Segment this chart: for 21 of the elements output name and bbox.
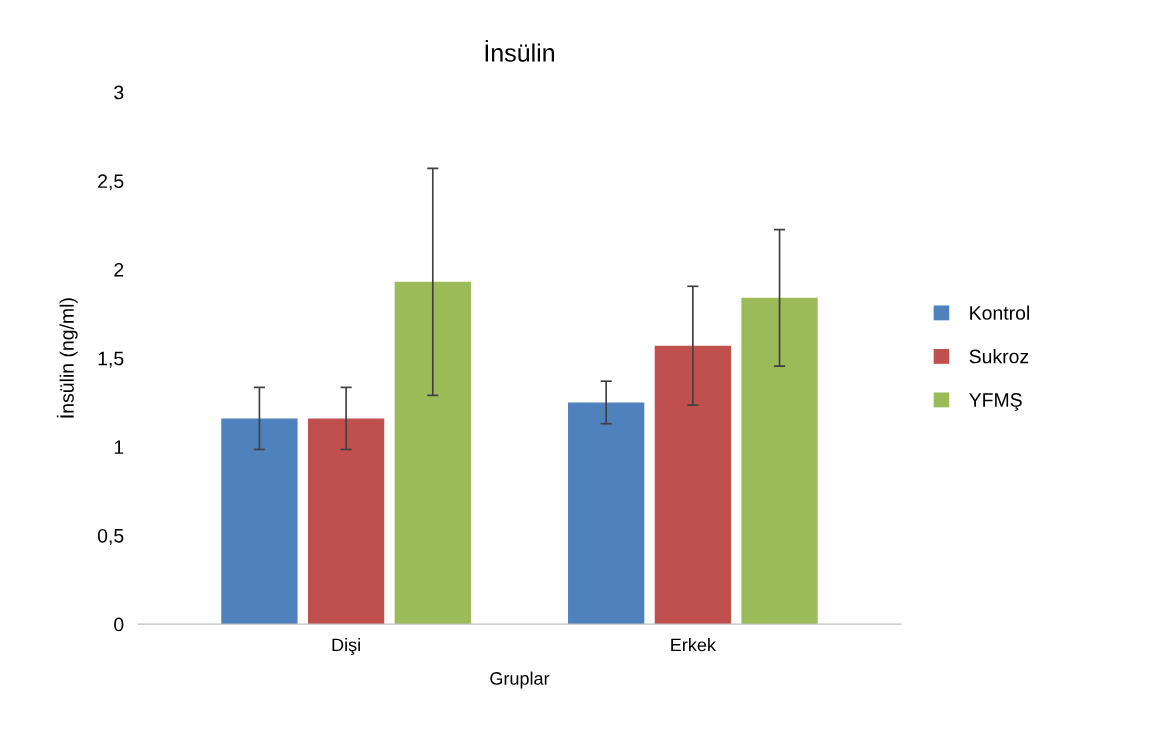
y-axis-title: İnsülin (ng/ml) (56, 298, 78, 418)
x-tick-label: Erkek (671, 638, 716, 652)
legend-label: Sukroz (969, 349, 1029, 364)
bar (307, 418, 385, 625)
bar (741, 297, 818, 625)
y-tick-label: 2,5 (98, 174, 124, 191)
bar (568, 402, 645, 625)
chart-title: İnsülin (485, 39, 554, 62)
y-tick-label: 2 (114, 262, 124, 277)
x-axis-title: Gruplar (490, 671, 550, 689)
y-tick-label: 0 (114, 617, 124, 632)
y-tick-label: 1,5 (98, 351, 124, 368)
bar (221, 418, 298, 625)
legend-label: Kontrol (970, 305, 1029, 320)
bar (654, 345, 731, 625)
bar (394, 281, 471, 625)
y-tick-label: 3 (114, 85, 124, 100)
y-tick-label: 0,5 (97, 528, 124, 545)
x-tick-label: Dişi (332, 638, 360, 655)
y-tick-label: 1 (114, 440, 124, 454)
legend-label: YFMŞ (969, 393, 1022, 411)
